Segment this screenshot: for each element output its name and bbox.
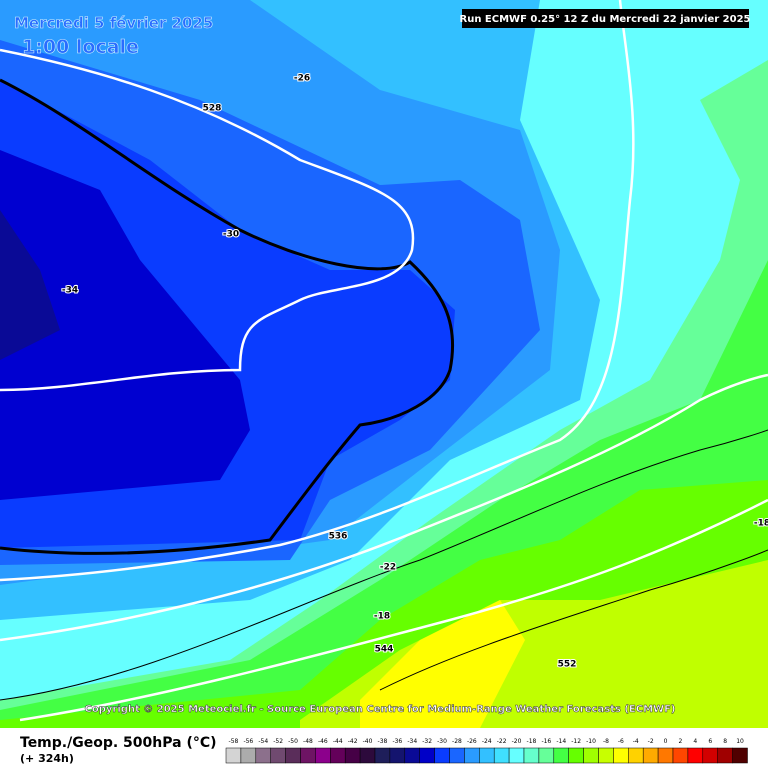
contour-label: -18 [754,519,768,529]
contour-label: 552 [558,660,577,670]
scale-swatch [493,747,510,764]
scale-swatch [434,747,450,764]
scale-swatch [642,747,659,764]
scale-swatch [657,747,674,764]
scale-swatch [359,747,376,764]
scale-label: 8 [723,738,727,745]
scale-label: -12 [571,738,581,745]
scale-label: -46 [318,738,328,745]
isotherms [0,429,768,701]
scale-label: -6 [618,738,624,745]
scale-label: 10 [736,738,744,745]
scale-swatch [255,747,271,764]
scale-label: -38 [378,738,388,745]
scale-swatch [315,747,331,764]
scale-swatch [300,747,316,764]
scale-label: -58 [229,738,239,745]
scale-label: -52 [273,738,283,745]
scale-swatch [687,747,704,764]
run-info: Run ECMWF 0.25° 12 Z du Mercredi 22 janv… [460,14,751,25]
contour [0,78,455,555]
scale-label: -56 [243,738,253,745]
scale-label: -40 [363,738,373,745]
scale-swatch [672,747,689,764]
geopotential-lines [0,0,768,722]
contour-label: -22 [380,563,396,573]
contour-label: -30 [223,230,239,240]
forecast-date: Mercredi 5 février 2025 [14,14,213,32]
scale-swatch [240,747,257,764]
scale-label: -48 [303,738,313,745]
scale-label: -18 [527,738,537,745]
scale-label: -8 [603,738,609,745]
scale-label: -50 [288,738,298,745]
scale-label: 2 [679,738,683,745]
scale-swatch [598,747,614,764]
scale-swatch [568,747,584,764]
scale-label: 6 [708,738,712,745]
scale-swatch [553,747,569,764]
scale-swatch [508,747,525,764]
copyright: Copyright © 2025 Meteociel.fr - Source E… [85,704,676,715]
map: -26 528 -30 -34 536 -22 -18 544 552 -18 [0,0,768,728]
footer-title: Temp./Geop. 500hPa (°C) [20,735,217,751]
scale-label: -4 [633,738,639,745]
scale-swatch [732,747,748,764]
scale-swatch [717,747,733,764]
contour-label: 544 [375,645,394,655]
field [360,600,525,728]
scale-swatch [344,747,361,764]
scale-swatch [225,747,242,764]
scale-label: -44 [333,738,343,745]
scale-swatch [285,747,301,764]
scale-label: -10 [586,738,596,745]
scale-label: -54 [258,738,268,745]
scale-label: -26 [467,738,477,745]
lead-time: (+ 324h) [20,752,74,765]
color-scale: -58 -56 -54 -52 -50 -48 -46 -44 -42 -40 -38 -36 -34-… [225,738,748,764]
scale-label: -22 [497,738,507,745]
contour-label: -34 [62,286,78,296]
scale-swatch [702,747,718,764]
scale-label: -14 [556,738,566,745]
scale-label: -34 [407,738,417,745]
scale-swatch [419,747,435,764]
field [0,150,250,500]
scale-label: -2 [648,738,654,745]
scale-swatch [464,747,480,764]
scale-label: -30 [437,738,447,745]
scale-swatch [330,747,346,764]
scale-label: 4 [693,738,697,745]
scale-label: -42 [348,738,358,745]
scale-swatch [479,747,495,764]
scale-swatch [583,747,599,764]
contour-label: -26 [294,74,310,84]
scale-label: -20 [512,738,522,745]
contour-label: 528 [203,104,222,114]
scale-swatch [449,747,465,764]
scale-label: 0 [664,738,668,745]
forecast-time: 1:00 locale [22,36,139,58]
scale-label: -28 [452,738,462,745]
scale-swatch [523,747,540,764]
field [0,210,60,360]
scale-swatch [374,747,391,764]
scale-label: -36 [392,738,402,745]
scale-swatch [613,747,629,764]
scale-swatch [404,747,420,764]
scale-swatch [538,747,555,764]
run-box [462,9,749,28]
contour-label: -18 [374,612,390,622]
scale-swatch [270,747,286,764]
scale-label: -16 [541,738,551,745]
scale-swatch [389,747,406,764]
scale-label: -32 [422,738,432,745]
scale-label: -24 [482,738,492,745]
scale-swatch [628,747,644,764]
contour-label: 536 [329,532,348,542]
